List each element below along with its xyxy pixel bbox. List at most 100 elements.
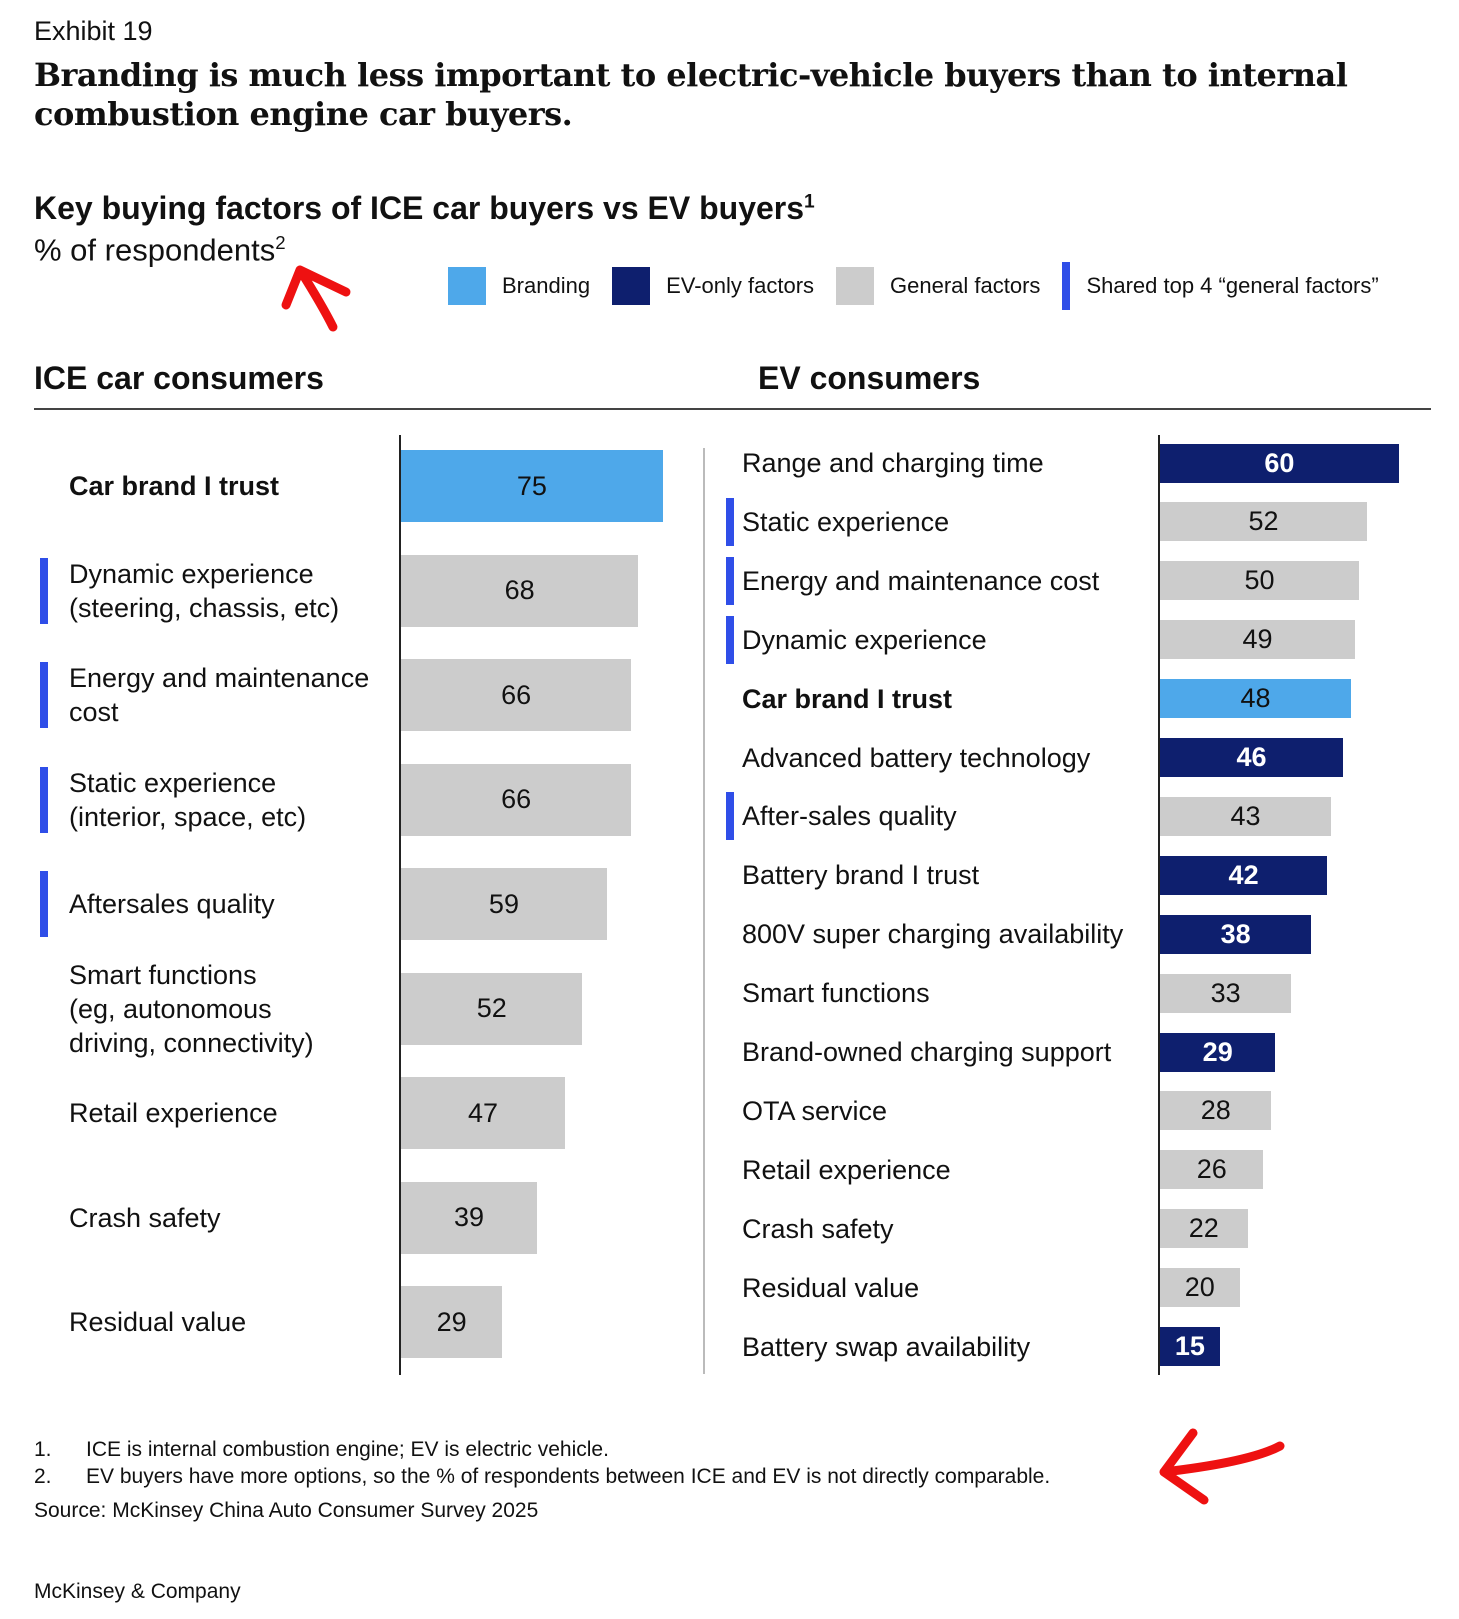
bar-general: 20 <box>1160 1268 1240 1308</box>
unit-text: % of respondents <box>34 232 276 268</box>
legend: Branding EV-only factors General factors Sh… <box>448 262 1401 310</box>
data-label: 46 <box>1236 742 1267 772</box>
category-label: Energy and maintenance cost <box>742 565 1100 596</box>
data-label: 42 <box>1228 859 1259 890</box>
bar-general: 43 <box>1160 796 1332 836</box>
category-label: Advanced battery technology <box>742 742 1091 773</box>
page-title: Branding is much less important to elect… <box>34 56 1348 133</box>
data-label: 75 <box>516 470 547 501</box>
data-label: 47 <box>467 1097 499 1128</box>
bar-ev_only: 42 <box>1160 855 1328 895</box>
shared-top4-marker <box>40 557 48 624</box>
data-label: 20 <box>1184 1272 1215 1303</box>
category-label: Energy and maintenance cost <box>69 663 370 727</box>
data-label: 59 <box>488 888 519 919</box>
legend-swatch <box>1062 262 1071 310</box>
category-label: Smart functions <box>742 978 930 1009</box>
legend-item: General factors <box>836 267 1040 305</box>
data-label: 68 <box>504 575 535 605</box>
shared-top4-marker <box>40 871 48 937</box>
source-note: Source: McKinsey China Auto Consumer Sur… <box>34 1499 539 1522</box>
ev-panel-title: EV consumers <box>758 360 981 396</box>
bar-general: 26 <box>1160 1150 1264 1190</box>
category-label: Smart functions (eg, autonomous driving, c… <box>69 959 314 1058</box>
shared-top4-marker <box>726 497 734 546</box>
category-label: Crash safety <box>69 1202 221 1233</box>
category-label: Battery brand I trust <box>742 860 980 891</box>
data-label: 39 <box>454 1202 485 1232</box>
data-label: 38 <box>1220 918 1251 949</box>
footnote-text: ICE is internal combustion engine; EV is… <box>86 1438 609 1461</box>
legend-label: EV-only factors <box>666 273 815 298</box>
category-label: Static experience <box>742 506 950 537</box>
data-label: 66 <box>501 679 532 710</box>
footnote-ref: 1 <box>804 191 815 213</box>
category-label: Dynamic experience (steering, chassis, et… <box>69 558 340 623</box>
legend-swatch <box>448 267 486 305</box>
category-label: OTA service <box>742 1095 888 1126</box>
data-label: 49 <box>1242 624 1273 655</box>
category-label: Residual value <box>69 1307 247 1337</box>
legend-item: EV-only factors <box>612 267 814 305</box>
category-label: Aftersales quality <box>69 889 275 919</box>
header-divider <box>34 408 1431 410</box>
bar-ev_only: 15 <box>1160 1327 1220 1366</box>
category-label: Retail experience <box>742 1154 951 1185</box>
shared-top4-marker <box>40 662 48 728</box>
ev-axis-line <box>1158 435 1160 1375</box>
shared-top4-marker <box>40 766 48 833</box>
category-label: After-sales quality <box>742 801 957 832</box>
category-label: Brand-owned charging support <box>742 1037 1112 1067</box>
bar-general: 47 <box>401 1077 566 1149</box>
data-label: 52 <box>476 993 507 1023</box>
legend-label: Shared top 4 “general factors” <box>1086 273 1379 298</box>
panel-divider <box>703 448 705 1374</box>
exhibit-number: Exhibit 19 <box>34 16 153 46</box>
unit-label: % of respondents2 <box>34 232 286 268</box>
shared-top4-marker <box>726 615 734 664</box>
brand-footer: McKinsey & Company <box>34 1580 241 1603</box>
category-label: Crash safety <box>742 1213 894 1244</box>
bar-general: 52 <box>401 972 583 1045</box>
footnote-1: 1. ICE is internal combustion engine; EV … <box>34 1438 609 1462</box>
data-label: 29 <box>1202 1036 1233 1067</box>
legend-item: Shared top 4 “general factors” <box>1062 262 1379 310</box>
bar-ev_only: 29 <box>1160 1032 1276 1072</box>
bar-branding: 75 <box>401 450 663 522</box>
category-label: Car brand I trust <box>69 471 280 501</box>
footnote-ref: 2 <box>275 232 286 253</box>
category-label: Static experience (interior, space, etc) <box>69 767 307 832</box>
footnote-number: 1. <box>34 1438 52 1461</box>
data-label: 60 <box>1264 447 1295 478</box>
legend-swatch <box>612 267 651 305</box>
bar-general: 29 <box>401 1286 503 1358</box>
category-label: Range and charging time <box>742 448 1044 478</box>
category-label: Residual value <box>742 1272 920 1303</box>
bar-general: 52 <box>1160 502 1367 542</box>
data-label: 28 <box>1200 1095 1231 1126</box>
shared-top4-marker <box>726 792 734 841</box>
ice-axis-line <box>399 435 401 1375</box>
data-label: 22 <box>1188 1213 1219 1244</box>
bar-general: 66 <box>401 659 632 731</box>
legend-label: General factors <box>890 273 1041 298</box>
bar-general: 22 <box>1160 1209 1248 1249</box>
bar-general: 50 <box>1160 561 1359 601</box>
ice-panel-title: ICE car consumers <box>34 360 324 396</box>
chart-subtitle: Key buying factors of ICE car buyers vs … <box>34 190 815 227</box>
bar-general: 66 <box>401 763 632 836</box>
data-label: 33 <box>1210 977 1241 1008</box>
data-label: 66 <box>501 784 532 814</box>
category-label: Retail experience <box>69 1098 278 1128</box>
bar-general: 39 <box>401 1181 538 1254</box>
bar-ev_only: 60 <box>1160 443 1399 483</box>
bar-ev_only: 46 <box>1160 738 1344 777</box>
data-label: 43 <box>1230 800 1261 831</box>
red-arrow-icon <box>281 265 351 332</box>
data-label: 26 <box>1196 1154 1227 1185</box>
category-label: Battery swap availability <box>742 1331 1031 1362</box>
footnote-text: EV buyers have more options, so the % of… <box>86 1465 1051 1488</box>
legend-swatch <box>836 267 875 305</box>
